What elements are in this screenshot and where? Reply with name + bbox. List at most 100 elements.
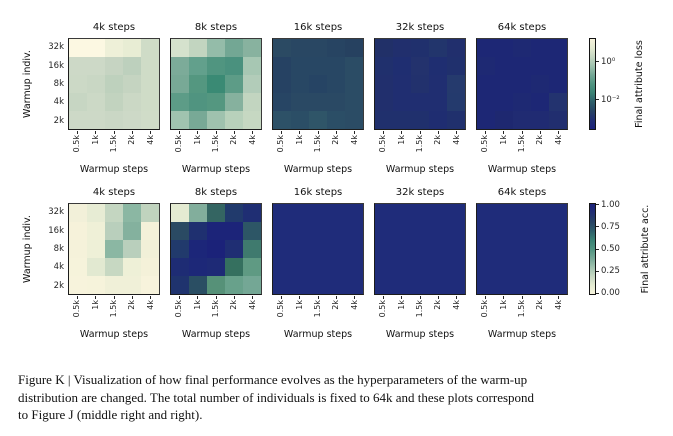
heatmap-cell — [477, 258, 495, 276]
heatmap-cell — [69, 240, 87, 258]
heatmap-cell — [477, 240, 495, 258]
heatmap-cell — [105, 222, 123, 240]
x-tickmark — [419, 131, 421, 134]
panel-title: 4k steps — [92, 187, 136, 198]
heatmap-cell — [393, 75, 411, 93]
colorbar-tick-label: 0.25 — [601, 266, 620, 277]
heatmap-cell — [207, 276, 225, 294]
heatmap-cell — [87, 57, 105, 75]
x-tick-label: 2k — [535, 300, 545, 310]
x-axis-label: Warmup steps — [283, 164, 353, 175]
x-tick-label: 1k — [192, 135, 202, 145]
heatmap-cell — [495, 222, 513, 240]
heatmap-cell — [477, 111, 495, 129]
x-tickmark — [299, 131, 301, 134]
heatmap-cell — [327, 258, 345, 276]
heatmap-cell — [429, 93, 447, 111]
x-tickmark — [456, 131, 458, 134]
x-tickmark — [131, 296, 133, 299]
x-tickmark — [215, 131, 217, 134]
heatmap-cell — [141, 39, 159, 57]
heatmap-cell — [87, 111, 105, 129]
heatmap-cell — [549, 75, 567, 93]
heatmap-cell — [189, 240, 207, 258]
x-tick-label: 2k — [433, 300, 443, 310]
heatmap-cell — [69, 258, 87, 276]
x-tick-label: 2k — [229, 300, 239, 310]
colorbar-label: Final attribute loss — [634, 40, 645, 128]
heatmap-cell — [87, 276, 105, 294]
x-tickmark — [280, 131, 282, 134]
x-tickmark — [539, 131, 541, 134]
colorbar — [589, 203, 596, 295]
x-tick-label: 1k — [294, 135, 304, 145]
x-tickmark — [233, 131, 235, 134]
heatmap-cell — [477, 276, 495, 294]
heatmap-cell — [87, 39, 105, 57]
heatmap-cell — [393, 276, 411, 294]
heatmap-cell — [429, 240, 447, 258]
heatmap-cell — [327, 39, 345, 57]
x-tick-label: 1.5k — [313, 135, 322, 153]
heatmap-cell — [309, 39, 327, 57]
x-tickmark — [113, 296, 115, 299]
x-tickmark — [382, 131, 384, 134]
x-tick-label: 1.5k — [517, 300, 526, 318]
x-tick-label: 1k — [396, 135, 406, 145]
heatmap-grid — [374, 203, 466, 295]
heatmap-cell — [327, 276, 345, 294]
heatmap-cell — [495, 111, 513, 129]
x-tickmark — [401, 131, 403, 134]
heatmap-grid — [170, 38, 262, 130]
heatmap-cell — [429, 258, 447, 276]
heatmap-cell — [243, 204, 261, 222]
x-tickmark — [150, 296, 152, 299]
heatmap-cell — [345, 204, 363, 222]
x-tickmark — [178, 131, 180, 134]
heatmap-cell — [273, 57, 291, 75]
x-tick-label: 2k — [433, 135, 443, 145]
heatmap-cell — [345, 93, 363, 111]
x-tickmark — [95, 296, 97, 299]
y-tick-label: 4k — [53, 262, 64, 273]
heatmap-cell — [447, 240, 465, 258]
heatmap-cell — [69, 111, 87, 129]
x-tickmark — [521, 296, 523, 299]
heatmap-cell — [393, 57, 411, 75]
heatmap-cell — [189, 93, 207, 111]
x-axis-label: Warmup steps — [79, 164, 149, 175]
heatmap-cell — [141, 93, 159, 111]
heatmap-cell — [513, 204, 531, 222]
panel-title: 32k steps — [395, 22, 445, 33]
heatmap-cell — [429, 39, 447, 57]
heatmap-cell — [225, 222, 243, 240]
x-tick-label: 1k — [90, 300, 100, 310]
heatmap-cell — [513, 57, 531, 75]
heatmap-cell — [375, 39, 393, 57]
x-tickmark — [131, 131, 133, 134]
heatmap-cell — [411, 276, 429, 294]
colorbar-tickmark — [596, 61, 599, 63]
heatmap-cell — [141, 75, 159, 93]
heatmap-cell — [141, 258, 159, 276]
heatmap-cell — [273, 75, 291, 93]
x-axis-label: Warmup steps — [181, 164, 251, 175]
heatmap-cell — [225, 57, 243, 75]
heatmap-cell — [243, 222, 261, 240]
heatmap-cell — [207, 93, 225, 111]
heatmap-cell — [225, 93, 243, 111]
y-tick-label: 4k — [53, 97, 64, 108]
heatmap-cell — [105, 240, 123, 258]
x-tick-label: 4k — [349, 135, 359, 145]
x-tickmark — [539, 296, 541, 299]
heatmap-cell — [105, 93, 123, 111]
heatmap-cell — [291, 57, 309, 75]
panel-title: 16k steps — [293, 187, 343, 198]
y-tick-label: 8k — [53, 244, 64, 254]
heatmap-cell — [291, 75, 309, 93]
heatmap-cell — [207, 75, 225, 93]
heatmap-cell — [375, 276, 393, 294]
heatmap-cell — [345, 276, 363, 294]
heatmap-cell — [69, 57, 87, 75]
heatmap-cell — [225, 204, 243, 222]
